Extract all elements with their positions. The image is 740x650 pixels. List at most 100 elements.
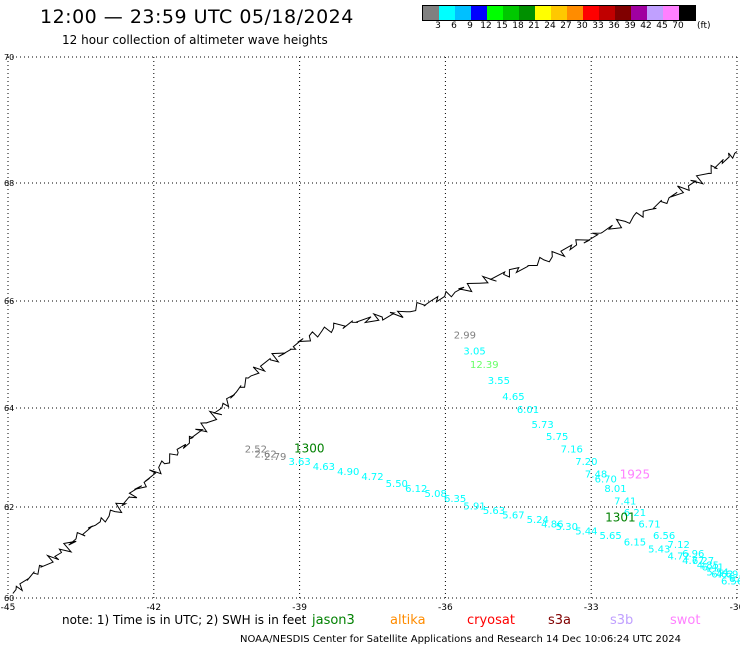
colorbar-label: 30 bbox=[576, 21, 588, 31]
page-subtitle: 12 hour collection of altimeter wave hei… bbox=[62, 33, 328, 47]
x-tick-label: -36 bbox=[438, 603, 453, 613]
colorbar-swatch bbox=[455, 6, 471, 20]
swh-value: 5.08 bbox=[425, 489, 447, 500]
swh-value: 7.20 bbox=[575, 457, 597, 468]
swh-value: 6.12 bbox=[405, 484, 427, 495]
swh-value: 5.75 bbox=[546, 432, 568, 443]
colorbar-label: 21 bbox=[528, 21, 540, 31]
x-tick-label: -42 bbox=[146, 603, 161, 613]
x-tick-label: -33 bbox=[584, 603, 599, 613]
colorbar-label: 36 bbox=[608, 21, 620, 31]
x-tick-label: -30 bbox=[730, 603, 740, 613]
colorbar-label: 33 bbox=[592, 21, 604, 31]
colorbar-label: 24 bbox=[544, 21, 556, 31]
swh-value: 4.72 bbox=[361, 472, 383, 483]
pass-time-label: 1301 bbox=[605, 511, 636, 525]
swh-value: 2.52 bbox=[245, 445, 267, 456]
swh-value: 3.55 bbox=[488, 376, 510, 387]
colorbar-label: 9 bbox=[467, 21, 473, 31]
swh-value: 6.41 bbox=[702, 563, 724, 574]
swh-value: 5.44 bbox=[575, 526, 597, 537]
swh-value: 4.77 bbox=[682, 556, 704, 567]
swh-value: 3.05 bbox=[463, 347, 485, 358]
colorbar-label: 27 bbox=[560, 21, 572, 31]
colorbar bbox=[422, 5, 696, 21]
swh-value: 4.85 bbox=[697, 560, 719, 571]
swh-value: 2.79 bbox=[264, 452, 286, 463]
swh-value: 6.35 bbox=[444, 494, 466, 505]
y-tick-label: 62 bbox=[4, 503, 14, 512]
colorbar-swatch bbox=[567, 6, 583, 20]
swh-value: 6.56 bbox=[653, 531, 675, 542]
swh-value: 2.99 bbox=[454, 330, 476, 341]
x-tick-label: -45 bbox=[1, 603, 16, 613]
colorbar-label: 3 bbox=[435, 21, 441, 31]
swh-value: 6.27 bbox=[692, 556, 714, 567]
swh-value: 4.90 bbox=[337, 467, 359, 478]
colorbar-label: 70 bbox=[672, 21, 684, 31]
legend-satellite-s3b: s3b bbox=[610, 613, 634, 628]
swh-value: 2.62 bbox=[254, 450, 276, 461]
swh-value: 6.56 bbox=[721, 576, 740, 587]
swh-value: 5.67 bbox=[502, 510, 524, 521]
page-title: 12:00 — 23:59 UTC 05/18/2024 bbox=[40, 6, 354, 28]
swh-value: 5.24 bbox=[527, 515, 549, 526]
colorbar-swatch bbox=[631, 6, 647, 20]
colorbar-swatch bbox=[551, 6, 567, 20]
y-tick-label: 64 bbox=[4, 404, 14, 413]
swh-value: 7.12 bbox=[668, 540, 690, 551]
swh-value: 3.63 bbox=[288, 457, 310, 468]
y-tick-label: 68 bbox=[4, 179, 14, 188]
colorbar-swatch bbox=[679, 6, 695, 20]
swh-value: 5.50 bbox=[386, 479, 408, 490]
colorbar-swatch bbox=[615, 6, 631, 20]
pass-time-label: 1300 bbox=[294, 442, 325, 456]
colorbar-swatch bbox=[487, 6, 503, 20]
x-tick-label: -39 bbox=[292, 603, 307, 613]
y-tick-label: 60 bbox=[4, 594, 14, 603]
colorbar-unit: (ft) bbox=[697, 21, 711, 31]
colorbar-swatch bbox=[599, 6, 615, 20]
colorbar-swatch bbox=[439, 6, 455, 20]
swh-value: 6.01 bbox=[517, 405, 539, 416]
colorbar-label: 12 bbox=[480, 21, 492, 31]
swh-value: 6.21 bbox=[624, 508, 646, 519]
footer-note: note: 1) Time is in UTC; 2) SWH is in fe… bbox=[62, 613, 307, 627]
swh-value: 6.71 bbox=[638, 519, 660, 530]
swh-value: 6.96 bbox=[682, 549, 704, 560]
swh-value: 4.86 bbox=[541, 519, 563, 530]
swh-value: 5.63 bbox=[483, 506, 505, 517]
swh-value: 4.65 bbox=[502, 392, 524, 403]
swh-value: 4.69 bbox=[716, 570, 738, 581]
colorbar-swatch bbox=[663, 6, 679, 20]
colorbar-label: 18 bbox=[512, 21, 524, 31]
swh-value: 5.54 bbox=[706, 567, 728, 578]
swh-value: 5.43 bbox=[648, 545, 670, 556]
swh-value: 6.15 bbox=[624, 538, 646, 549]
swh-value: 5.65 bbox=[600, 531, 622, 542]
swh-value: 4.72 bbox=[668, 551, 690, 562]
colorbar-swatch bbox=[583, 6, 599, 20]
swh-value: 6.70 bbox=[595, 474, 617, 485]
legend-satellite-swot: swot bbox=[670, 613, 701, 628]
colorbar-label: 45 bbox=[656, 21, 668, 31]
legend-satellite-s3a: s3a bbox=[548, 613, 572, 628]
swh-value: 4.63 bbox=[313, 462, 335, 473]
colorbar-swatch bbox=[503, 6, 519, 20]
greenland-coastline bbox=[12, 151, 738, 594]
swh-value: 6.5 bbox=[729, 574, 740, 585]
legend-satellite-altika: altika bbox=[390, 613, 426, 628]
swh-value: 7.48 bbox=[585, 469, 607, 480]
colorbar-swatch bbox=[535, 6, 551, 20]
colorbar-swatch bbox=[647, 6, 663, 20]
legend-satellite-cryosat: cryosat bbox=[467, 613, 515, 628]
colorbar-label: 39 bbox=[624, 21, 636, 31]
y-tick-label: 70 bbox=[4, 53, 14, 62]
colorbar-swatch bbox=[471, 6, 487, 20]
credit-line: NOAA/NESDIS Center for Satellite Applica… bbox=[240, 634, 682, 645]
swh-value: 7.16 bbox=[561, 445, 583, 456]
swh-value: 5.91 bbox=[463, 501, 485, 512]
swh-value: 5.30 bbox=[556, 522, 578, 533]
